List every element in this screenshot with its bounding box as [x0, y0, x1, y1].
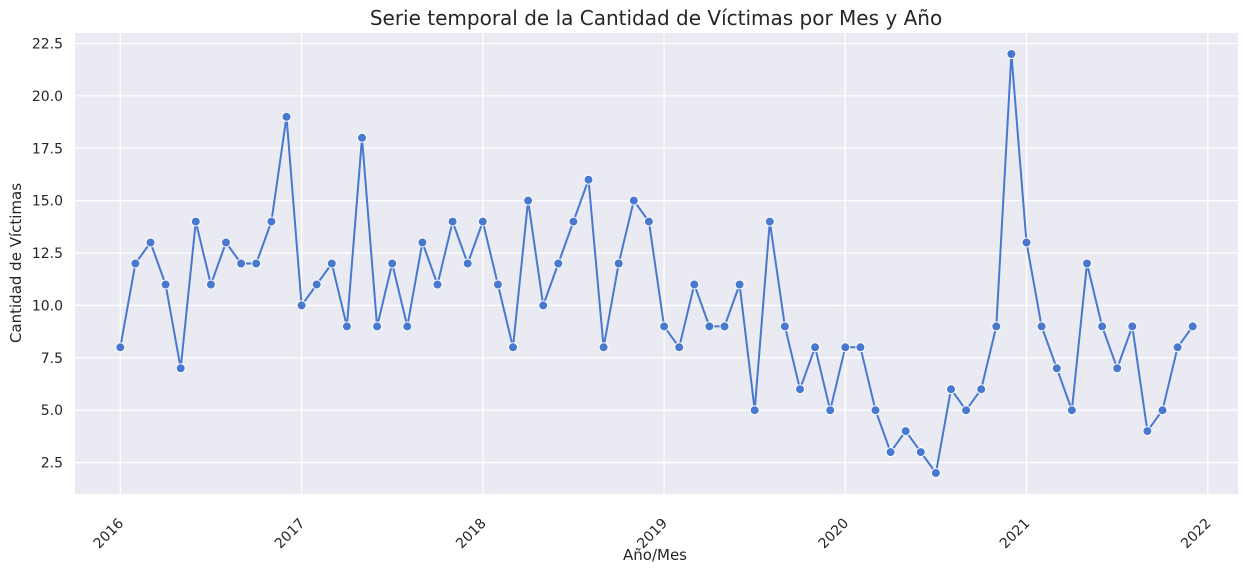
y-tick-label: 12.5: [32, 246, 63, 262]
data-point: [1036, 321, 1047, 332]
series-group: [115, 49, 1198, 478]
data-point: [326, 258, 337, 269]
data-point: [1021, 237, 1032, 248]
data-point: [1082, 258, 1092, 269]
data-point: [1172, 342, 1183, 353]
data-point: [674, 342, 685, 353]
data-point: [779, 321, 790, 332]
data-point: [417, 237, 428, 248]
data-point: [523, 195, 534, 206]
data-point: [477, 216, 488, 227]
data-point: [492, 279, 503, 290]
data-point: [402, 321, 413, 332]
x-tick-label: 2020: [816, 516, 853, 553]
data-point: [1097, 321, 1108, 332]
data-point: [704, 321, 715, 332]
y-tick-label: 7.5: [41, 351, 63, 367]
data-point: [840, 342, 851, 353]
plot-background: [75, 33, 1238, 494]
data-point: [130, 258, 141, 269]
y-tick-label: 22.5: [32, 36, 63, 52]
data-point: [462, 258, 473, 269]
data-point: [1051, 363, 1062, 374]
data-point: [991, 321, 1002, 332]
y-tick-label: 15.0: [32, 194, 63, 210]
data-point: [205, 279, 216, 290]
data-point: [1157, 405, 1168, 416]
x-tick-label: 2022: [1178, 516, 1215, 553]
data-point: [961, 405, 972, 416]
data-point: [296, 300, 307, 311]
data-point: [613, 258, 624, 269]
data-point: [1187, 321, 1198, 332]
data-point: [749, 405, 760, 416]
data-point: [236, 258, 247, 269]
series-line: [119, 53, 1194, 474]
x-axis-label: Año/Mes: [623, 546, 687, 564]
y-axis-ticks: 2.5 5.0 7.5 10.0 12.5 15.0 17.5 20.0 22.5: [32, 36, 63, 471]
data-point: [900, 426, 911, 437]
data-point: [160, 279, 171, 290]
data-point: [583, 174, 594, 185]
data-point: [1066, 405, 1077, 416]
data-point: [1112, 363, 1123, 374]
data-point: [870, 405, 881, 416]
data-point: [568, 216, 579, 227]
data-point: [976, 384, 987, 395]
data-point: [432, 279, 443, 290]
y-tick-label: 2.5: [41, 456, 63, 472]
data-point: [447, 216, 458, 227]
data-point: [810, 342, 821, 353]
data-point: [719, 321, 730, 332]
data-point: [855, 342, 866, 353]
x-tick-label: 2016: [91, 515, 128, 552]
data-point: [946, 384, 956, 395]
data-point: [311, 279, 322, 290]
data-point: [175, 363, 186, 374]
data-point: [1142, 426, 1153, 437]
x-tick-label: 2018: [453, 516, 490, 553]
data-point: [825, 405, 836, 416]
data-point: [1006, 49, 1017, 59]
data-point: [689, 279, 700, 290]
data-point: [508, 342, 518, 353]
grid-lines: [75, 33, 1238, 494]
data-point: [115, 342, 126, 353]
data-point: [915, 447, 926, 458]
y-tick-label: 10.0: [32, 298, 63, 314]
data-point: [930, 468, 941, 478]
data-point: [145, 237, 156, 248]
y-tick-label: 17.5: [32, 141, 63, 157]
data-point: [598, 342, 609, 353]
data-point: [341, 321, 352, 332]
y-tick-label: 5.0: [41, 403, 63, 419]
data-point: [190, 216, 201, 227]
data-point: [885, 447, 896, 458]
data-point: [734, 279, 745, 290]
data-point: [1127, 321, 1138, 332]
x-tick-label: 2021: [997, 516, 1034, 553]
y-tick-label: 20.0: [32, 89, 63, 105]
data-point: [764, 216, 775, 227]
data-point: [659, 321, 670, 332]
data-point: [795, 384, 805, 395]
data-point: [357, 132, 367, 143]
data-point: [643, 216, 654, 227]
data-point: [281, 111, 292, 122]
data-point: [372, 321, 383, 332]
data-point: [628, 195, 639, 206]
data-point: [251, 258, 262, 269]
data-point: [221, 237, 231, 248]
data-point: [266, 216, 277, 227]
y-axis-label: Cantidad de Víctimas: [7, 183, 25, 343]
chart-title: Serie temporal de la Cantidad de Víctima…: [370, 6, 942, 30]
data-point: [387, 258, 398, 269]
data-point: [553, 258, 564, 269]
data-point: [538, 300, 549, 311]
x-tick-label: 2017: [272, 516, 309, 553]
